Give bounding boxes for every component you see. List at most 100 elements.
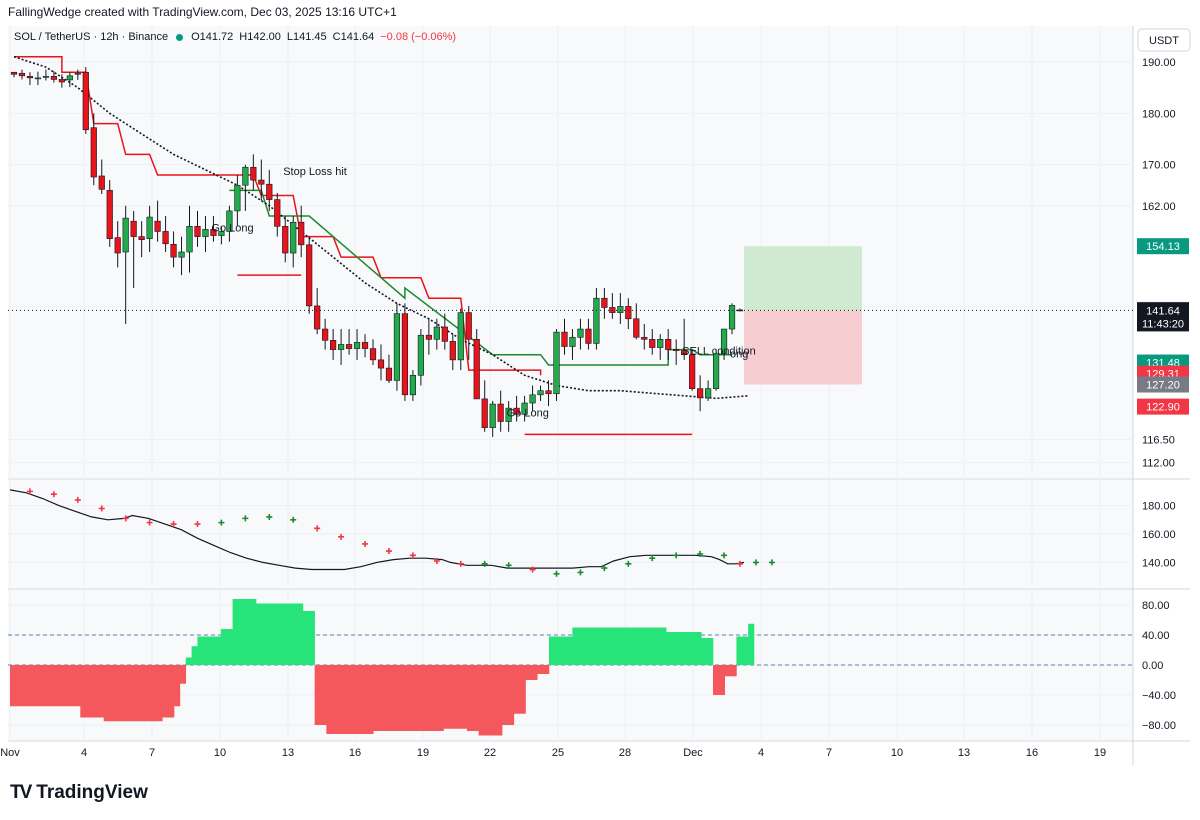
histogram-bar xyxy=(185,657,192,665)
histogram-bar xyxy=(133,665,140,722)
indicator-cross-marker xyxy=(338,533,345,540)
histogram-bar xyxy=(384,665,392,731)
candle-body xyxy=(322,328,329,341)
indicator-cross-marker xyxy=(50,491,57,498)
candle-body xyxy=(417,334,424,376)
symbol-name[interactable]: SOL / TetherUS · 12h · Binance xyxy=(14,31,169,43)
histogram-bar xyxy=(402,665,409,731)
histogram-bar xyxy=(320,665,327,725)
price-label-box xyxy=(1137,238,1189,255)
histogram-bar xyxy=(642,627,649,665)
indicator-cross-marker xyxy=(74,496,81,503)
histogram-bar xyxy=(355,665,362,734)
candle-body xyxy=(633,318,640,338)
histogram-bar xyxy=(80,665,87,718)
histogram-bar xyxy=(730,665,737,677)
candle-body xyxy=(665,339,672,350)
histogram-bar xyxy=(15,665,23,707)
histogram-bar xyxy=(607,627,614,665)
histogram-bar xyxy=(584,627,591,665)
indicator-cross-marker xyxy=(98,505,105,512)
indicator-cross-marker xyxy=(752,559,759,566)
histogram-bar xyxy=(748,623,755,665)
indicator-cross-marker xyxy=(194,521,201,528)
candle-body xyxy=(449,341,456,361)
histogram-bar xyxy=(238,599,245,665)
indicator-cross-marker xyxy=(577,569,584,576)
histogram-bar xyxy=(683,632,690,665)
indicator-cross-marker xyxy=(737,560,744,567)
histogram-bar xyxy=(256,603,263,665)
histogram-bar xyxy=(220,629,228,665)
candle-body xyxy=(242,166,249,186)
candle-body xyxy=(593,297,600,344)
y-tick-label: 140.00 xyxy=(1142,557,1176,569)
candle-body xyxy=(66,75,73,81)
y-tick-label: 180.00 xyxy=(1142,501,1176,513)
histogram-bar xyxy=(338,665,345,734)
candle-body xyxy=(330,340,337,350)
indicator-cross-marker xyxy=(146,519,153,526)
candle-body xyxy=(625,306,632,320)
stop-zone xyxy=(743,310,862,385)
histogram-bar xyxy=(121,665,128,722)
histogram-bar xyxy=(51,665,58,707)
indicator-cross-marker xyxy=(26,488,33,495)
histogram-bar xyxy=(361,665,368,734)
histogram-bar xyxy=(425,665,433,731)
candle-body xyxy=(338,344,345,350)
histogram-bar xyxy=(601,627,608,665)
x-tick-label: 10 xyxy=(214,747,226,759)
histogram-bar xyxy=(630,627,638,665)
candle-body xyxy=(218,231,225,236)
price-label: 11:43:20 xyxy=(1142,318,1184,330)
low-value: L141.45 xyxy=(286,31,327,43)
histogram-bar xyxy=(396,665,403,731)
indicator-cross-marker xyxy=(505,562,512,569)
candle-body xyxy=(162,231,169,245)
histogram-bar xyxy=(97,665,105,718)
y-tick-label: 180.00 xyxy=(1142,108,1176,120)
histogram-bar xyxy=(127,665,134,722)
price-label-box xyxy=(1137,315,1189,332)
histogram-bar xyxy=(86,665,93,718)
candle-body xyxy=(673,349,680,351)
candle-body xyxy=(720,328,728,354)
y-tick-label: 40.00 xyxy=(1142,630,1170,642)
candle-body xyxy=(10,71,18,75)
histogram-bar xyxy=(343,665,351,734)
candle-body xyxy=(298,221,305,246)
x-tick-label: 7 xyxy=(826,747,832,759)
candle-body xyxy=(657,339,664,348)
histogram-bar xyxy=(150,665,157,722)
candle-body xyxy=(274,199,281,227)
candle-body xyxy=(122,217,129,253)
histogram-bar xyxy=(636,627,643,665)
open-value: O141.72 xyxy=(191,31,234,43)
candle-body xyxy=(178,251,185,258)
indicator-cross-marker xyxy=(170,521,177,528)
candle-body xyxy=(42,76,49,78)
signal-label: SELL condition xyxy=(682,346,756,358)
x-tick-label: 13 xyxy=(282,747,294,759)
currency-button[interactable] xyxy=(1137,28,1191,52)
histogram-bar xyxy=(168,665,175,718)
histogram-bar xyxy=(56,665,64,707)
candle-body xyxy=(489,403,496,428)
candle-body xyxy=(681,350,688,356)
x-tick-label: 7 xyxy=(149,747,155,759)
candle-body xyxy=(497,403,504,422)
indicator-cross-marker xyxy=(290,516,297,523)
candle-body xyxy=(377,359,385,369)
histogram-bar xyxy=(179,665,187,684)
histogram-bar xyxy=(215,636,222,665)
candle-body xyxy=(170,243,177,258)
histogram-bar xyxy=(689,632,696,665)
ema-dotted-line xyxy=(13,56,749,400)
candle-body xyxy=(728,305,736,330)
indicator-cross-marker xyxy=(673,552,680,559)
histogram-bar xyxy=(578,627,585,665)
x-tick-label: 4 xyxy=(758,747,764,759)
candle-body xyxy=(226,210,233,232)
